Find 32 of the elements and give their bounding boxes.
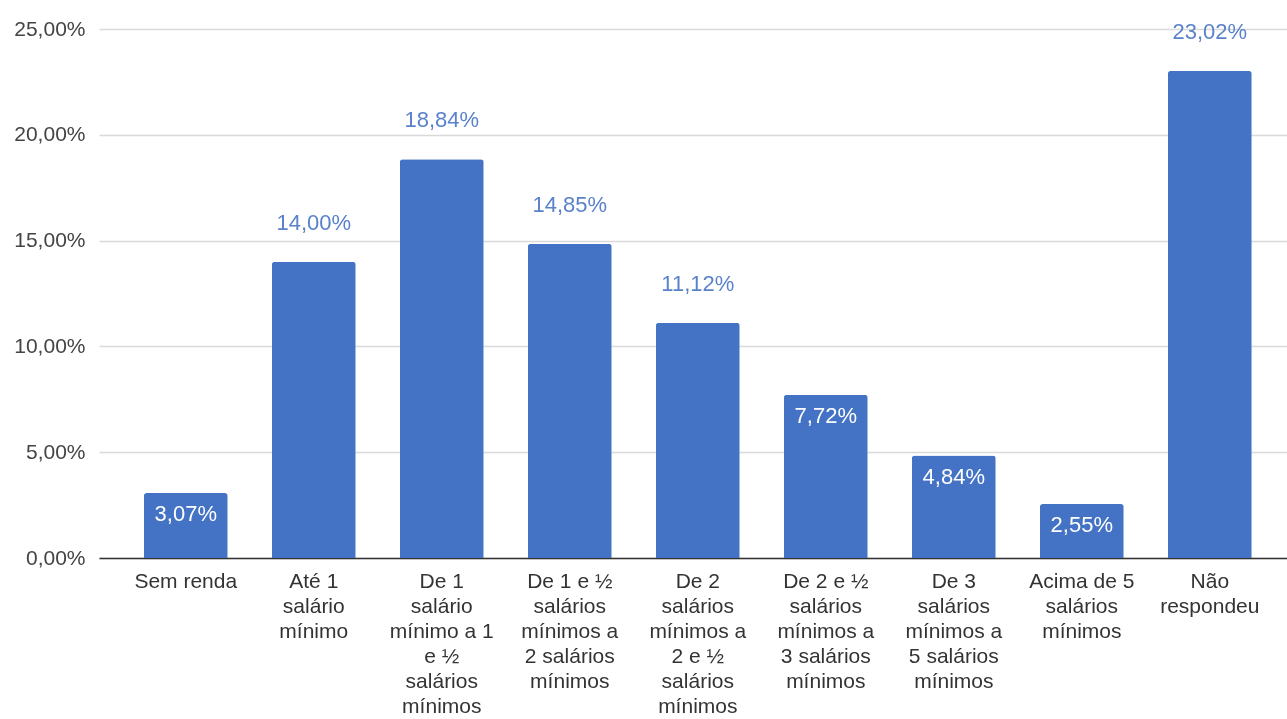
bar	[783, 394, 868, 558]
x-tick-label: Até 1 salário mínimo	[279, 568, 349, 642]
data-label: 18,84%	[404, 107, 480, 133]
data-label: 3,07%	[154, 501, 217, 527]
bar	[655, 322, 740, 558]
bar	[1167, 70, 1252, 558]
bar	[911, 455, 996, 558]
data-label: 7,72%	[794, 402, 857, 428]
y-tick-label: 10,00%	[14, 333, 86, 357]
x-tick-label: Acima de 5 salários mínimos	[1029, 568, 1135, 642]
y-tick-label: 20,00%	[14, 122, 86, 146]
y-tick-label: 15,00%	[14, 228, 86, 252]
data-label: 11,12%	[661, 270, 735, 296]
data-label: 14,00%	[276, 209, 352, 235]
data-label: 4,84%	[922, 463, 985, 489]
x-tick-label: Não respondeu	[1160, 568, 1260, 617]
y-tick-label: 25,00%	[14, 16, 86, 40]
y-tick-label: 5,00%	[25, 439, 86, 463]
data-label: 14,85%	[532, 191, 608, 217]
bar	[143, 493, 228, 558]
x-tick-label: De 1 salário mínimo a 1 e ½ salários mínimos	[389, 568, 494, 717]
x-tick-label: De 2 salários mínimos a 2 e ½ salários mínimos	[649, 568, 747, 717]
data-label: 2,55%	[1050, 512, 1114, 538]
x-tick-label: De 2 e ½ salários mínimos a 3 salários mínimos	[777, 568, 875, 692]
x-tick-label: De 3 salários mínimos a 5 salários mínimos	[905, 568, 1003, 692]
x-tick-label: Sem renda	[134, 568, 238, 592]
x-tick-label: De 1 e ½ salários mínimos a 2 salários mínimos	[521, 568, 619, 692]
data-label: 23,02%	[1172, 18, 1248, 44]
bar	[271, 261, 356, 558]
bar	[399, 159, 484, 558]
y-tick-label: 0,00%	[25, 545, 86, 569]
bar	[527, 243, 612, 558]
